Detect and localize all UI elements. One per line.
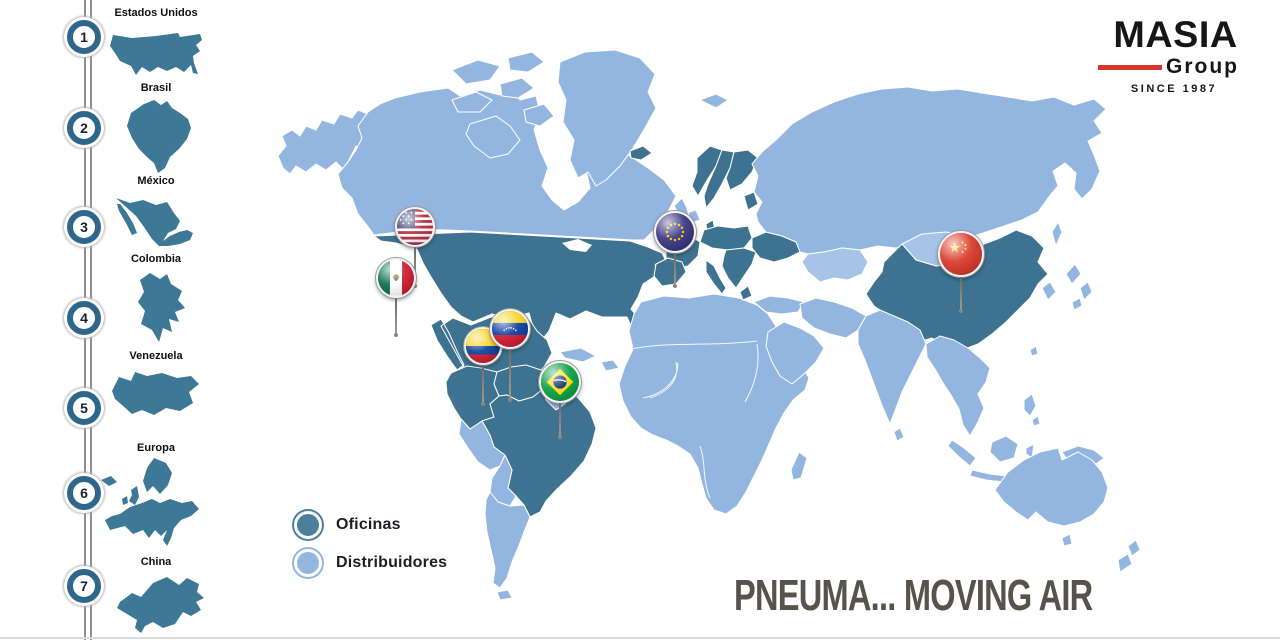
europe-silhouette (101, 458, 199, 546)
island-madagascar (790, 451, 808, 481)
legend-oficinas: Oficinas (294, 511, 401, 539)
bottom-divider (0, 637, 1280, 639)
legend-distribuidores: Distribuidores (294, 549, 447, 577)
legend-label: Oficinas (336, 516, 401, 533)
logo-sub-text: Group (1166, 55, 1239, 78)
number-label: 5 (80, 400, 88, 416)
sidebar-number-2: 2 (67, 111, 101, 145)
sidebar-label-brasil: Brasil (140, 82, 172, 94)
island-svalbard (699, 93, 729, 109)
country-italy (705, 259, 727, 295)
country-finland (725, 149, 759, 191)
sidebar-label-colombia: Colombia (130, 253, 182, 265)
country-norway (691, 145, 723, 197)
island-sakhalin (1051, 221, 1063, 247)
brazil-flag-icon (539, 361, 581, 403)
sidebar-number-5: 5 (67, 391, 101, 425)
region-arabia (765, 321, 825, 385)
pin-mexico[interactable] (376, 258, 416, 337)
africa-borders (630, 340, 759, 499)
usa-silhouette (110, 33, 202, 75)
oficinas-swatch-icon (294, 511, 322, 539)
number-label: 6 (80, 485, 88, 501)
country-india (857, 309, 927, 425)
country-australia (994, 447, 1109, 527)
country-japan (1065, 263, 1093, 311)
region-iran (799, 297, 867, 339)
number-label: 2 (80, 120, 88, 136)
country-philippines (1023, 393, 1041, 427)
distribuidores-swatch-icon (294, 549, 322, 577)
venezuela-flag-icon (490, 309, 530, 349)
pin-usa[interactable] (395, 207, 435, 288)
sidebar-label-china: China (140, 556, 172, 568)
colombia-silhouette (138, 273, 185, 342)
sidebar-label-europa: Europa (137, 442, 175, 454)
country-russia (751, 86, 1107, 255)
sidebar-number-3: 3 (67, 210, 101, 244)
logo-rule-row: Group (1098, 55, 1250, 79)
logo-brand-text: MASIA (1113, 14, 1238, 55)
country-korea (1041, 281, 1057, 301)
pin-china[interactable] (938, 231, 984, 313)
venezuela-silhouette (112, 372, 199, 415)
region-germany-poland (699, 225, 753, 251)
country-new-zealand (1117, 539, 1141, 573)
number-label: 1 (80, 29, 88, 45)
sidebar-label-estados-unidos: Estados Unidos (114, 7, 198, 19)
island-sri-lanka (893, 427, 905, 442)
region-balkans (721, 247, 757, 289)
country-kazakhstan (801, 247, 869, 283)
sidebar-label-venezuela: Venezuela (129, 350, 183, 362)
usa-flag-icon (395, 207, 435, 247)
island-taiwan (1029, 345, 1039, 357)
pin-brazil[interactable] (539, 361, 581, 439)
tagline: PNEUMA... MOVING AIR (734, 571, 1093, 620)
pin-europe[interactable] (654, 211, 696, 288)
number-label: 7 (80, 578, 88, 594)
number-label: 4 (80, 310, 88, 326)
sidebar-number-1: 1 (67, 20, 101, 54)
sidebar-label-mexico: México (137, 175, 175, 187)
sidebar-number-6: 6 (67, 476, 101, 510)
china-flag-icon (938, 231, 984, 277)
legend-label: Distribuidores (336, 554, 448, 571)
region-southeast-asia (925, 335, 991, 437)
brazil-silhouette (127, 100, 191, 173)
country-greece (739, 285, 753, 301)
logo-since-text: SINCE 1987 (1130, 83, 1218, 95)
island-cuba (559, 347, 620, 372)
number-label: 3 (80, 219, 88, 235)
continent-africa (618, 293, 810, 515)
eu-flag-icon (654, 211, 696, 253)
masia-group-logo: MASIA Group SINCE 1987 (1098, 16, 1250, 95)
mexico-flag-icon (376, 258, 416, 298)
arctic-islands (451, 51, 555, 159)
country-iceland (629, 145, 653, 161)
mexico-silhouette (116, 198, 193, 246)
sidebar-number-7: 7 (67, 569, 101, 603)
island-tasmania (1061, 533, 1073, 547)
china-silhouette (117, 577, 204, 633)
sidebar-number-4: 4 (67, 301, 101, 335)
great-lakes (562, 239, 592, 252)
region-iberia (653, 257, 687, 287)
pin-venezuela[interactable] (490, 309, 530, 402)
logo-red-rule (1098, 64, 1162, 70)
country-greenland (557, 49, 657, 187)
region-argentina-chile (484, 491, 531, 601)
region-baltics (743, 191, 759, 211)
